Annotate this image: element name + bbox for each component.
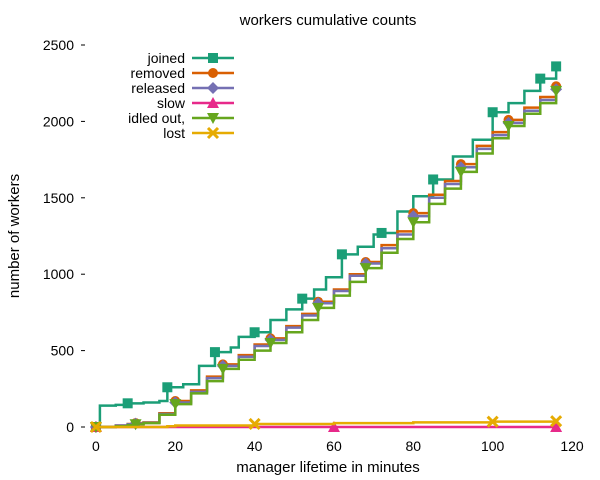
x-tick-label: 120	[560, 438, 584, 454]
data-point	[216, 363, 229, 375]
data-point	[208, 53, 218, 63]
data-point	[264, 337, 277, 349]
data-point	[428, 174, 439, 185]
series-lost	[89, 415, 563, 434]
legend-label: removed	[131, 65, 185, 81]
data-point	[206, 126, 220, 140]
data-point	[359, 263, 372, 275]
legend-item: joined	[147, 50, 234, 66]
legend-label: slow	[157, 95, 186, 111]
series-line	[95, 66, 558, 429]
data-point	[208, 68, 218, 78]
series-removed	[90, 81, 562, 432]
x-tick-label: 0	[92, 438, 100, 454]
chart-title: workers cumulative counts	[239, 12, 417, 29]
y-axis-title: number of workers	[6, 174, 23, 298]
data-point	[502, 120, 515, 132]
data-point	[487, 107, 498, 118]
data-point	[312, 302, 325, 314]
y-tick-label: 1500	[43, 190, 74, 206]
data-point	[454, 166, 467, 178]
data-point	[407, 217, 420, 229]
x-tick-label: 20	[167, 438, 183, 454]
data-point	[207, 82, 219, 94]
legend-label: released	[131, 80, 185, 96]
data-point	[297, 293, 308, 304]
series-released	[89, 83, 563, 433]
x-tick-label: 100	[481, 438, 505, 454]
legend-item: slow	[157, 95, 234, 111]
legend-item: released	[131, 80, 234, 96]
legend-label: idled out,	[128, 110, 185, 126]
y-tick-label: 2500	[43, 37, 74, 53]
data-point	[551, 61, 562, 72]
data-point	[327, 421, 340, 432]
legend-item: lost	[163, 125, 234, 141]
data-point	[207, 97, 219, 108]
data-point	[129, 419, 142, 431]
y-tick-label: 0	[66, 419, 74, 435]
y-tick-label: 500	[51, 343, 75, 359]
axes: 0 500 1000 1500 2000 2500 0 20 40 60 80 100 120	[43, 37, 584, 454]
data-point	[169, 399, 182, 411]
data-point	[336, 249, 347, 260]
x-tick-label: 80	[406, 438, 422, 454]
data-point	[122, 398, 133, 409]
data-point	[550, 421, 563, 432]
data-point	[162, 382, 173, 393]
series-idled-out	[89, 85, 563, 433]
data-point	[550, 415, 563, 428]
series-line	[95, 90, 558, 429]
data-point	[89, 420, 102, 434]
x-tick-label: 60	[326, 438, 342, 454]
data-point	[207, 113, 219, 124]
legend-label: joined	[147, 50, 185, 66]
data-point	[209, 347, 220, 358]
series-group	[89, 61, 563, 434]
legend-label: lost	[163, 125, 185, 141]
data-point	[550, 85, 563, 97]
data-point	[249, 327, 260, 338]
y-tick-label: 2000	[43, 113, 74, 129]
x-tick-label: 40	[247, 438, 263, 454]
series-joined	[90, 61, 562, 432]
legend-item: removed	[131, 65, 234, 81]
y-tick-label: 1000	[43, 266, 74, 282]
data-point	[535, 73, 546, 84]
x-axis-title: manager lifetime in minutes	[236, 459, 419, 476]
data-point	[376, 227, 387, 238]
data-point	[248, 417, 261, 431]
legend-item: idled out,	[128, 110, 234, 126]
data-point	[486, 415, 499, 428]
